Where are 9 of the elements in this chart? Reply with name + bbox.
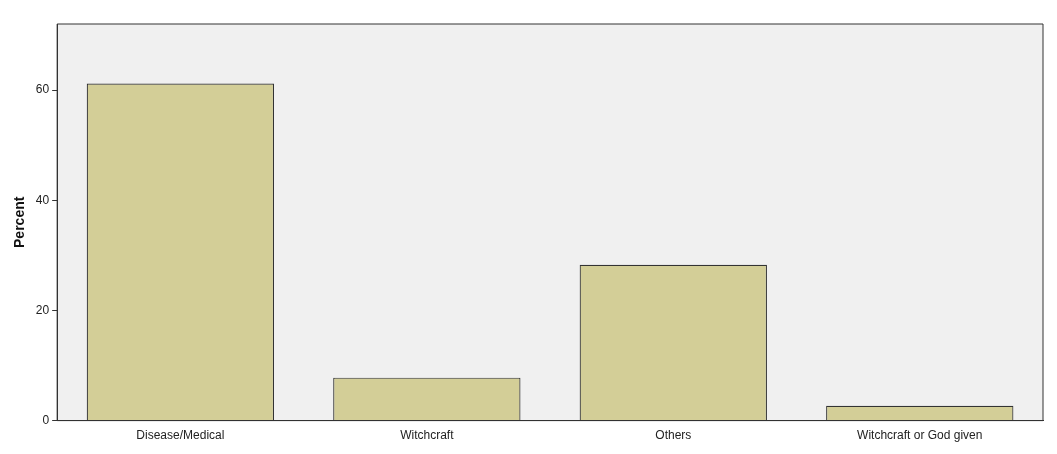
y-tick-label: 40 [35,192,50,207]
y-tick-label: 60 [35,82,50,97]
x-tick-label: Others [655,428,692,443]
x-tick-label: Witchcraft [400,428,455,443]
y-tick-label: 20 [35,302,50,317]
x-tick-label: Disease/Medical [136,428,225,443]
y-tick-label: 0 [42,412,50,427]
y-axis-title: Percent [11,196,28,248]
x-tick-label: Witchcraft or God given [857,428,983,443]
